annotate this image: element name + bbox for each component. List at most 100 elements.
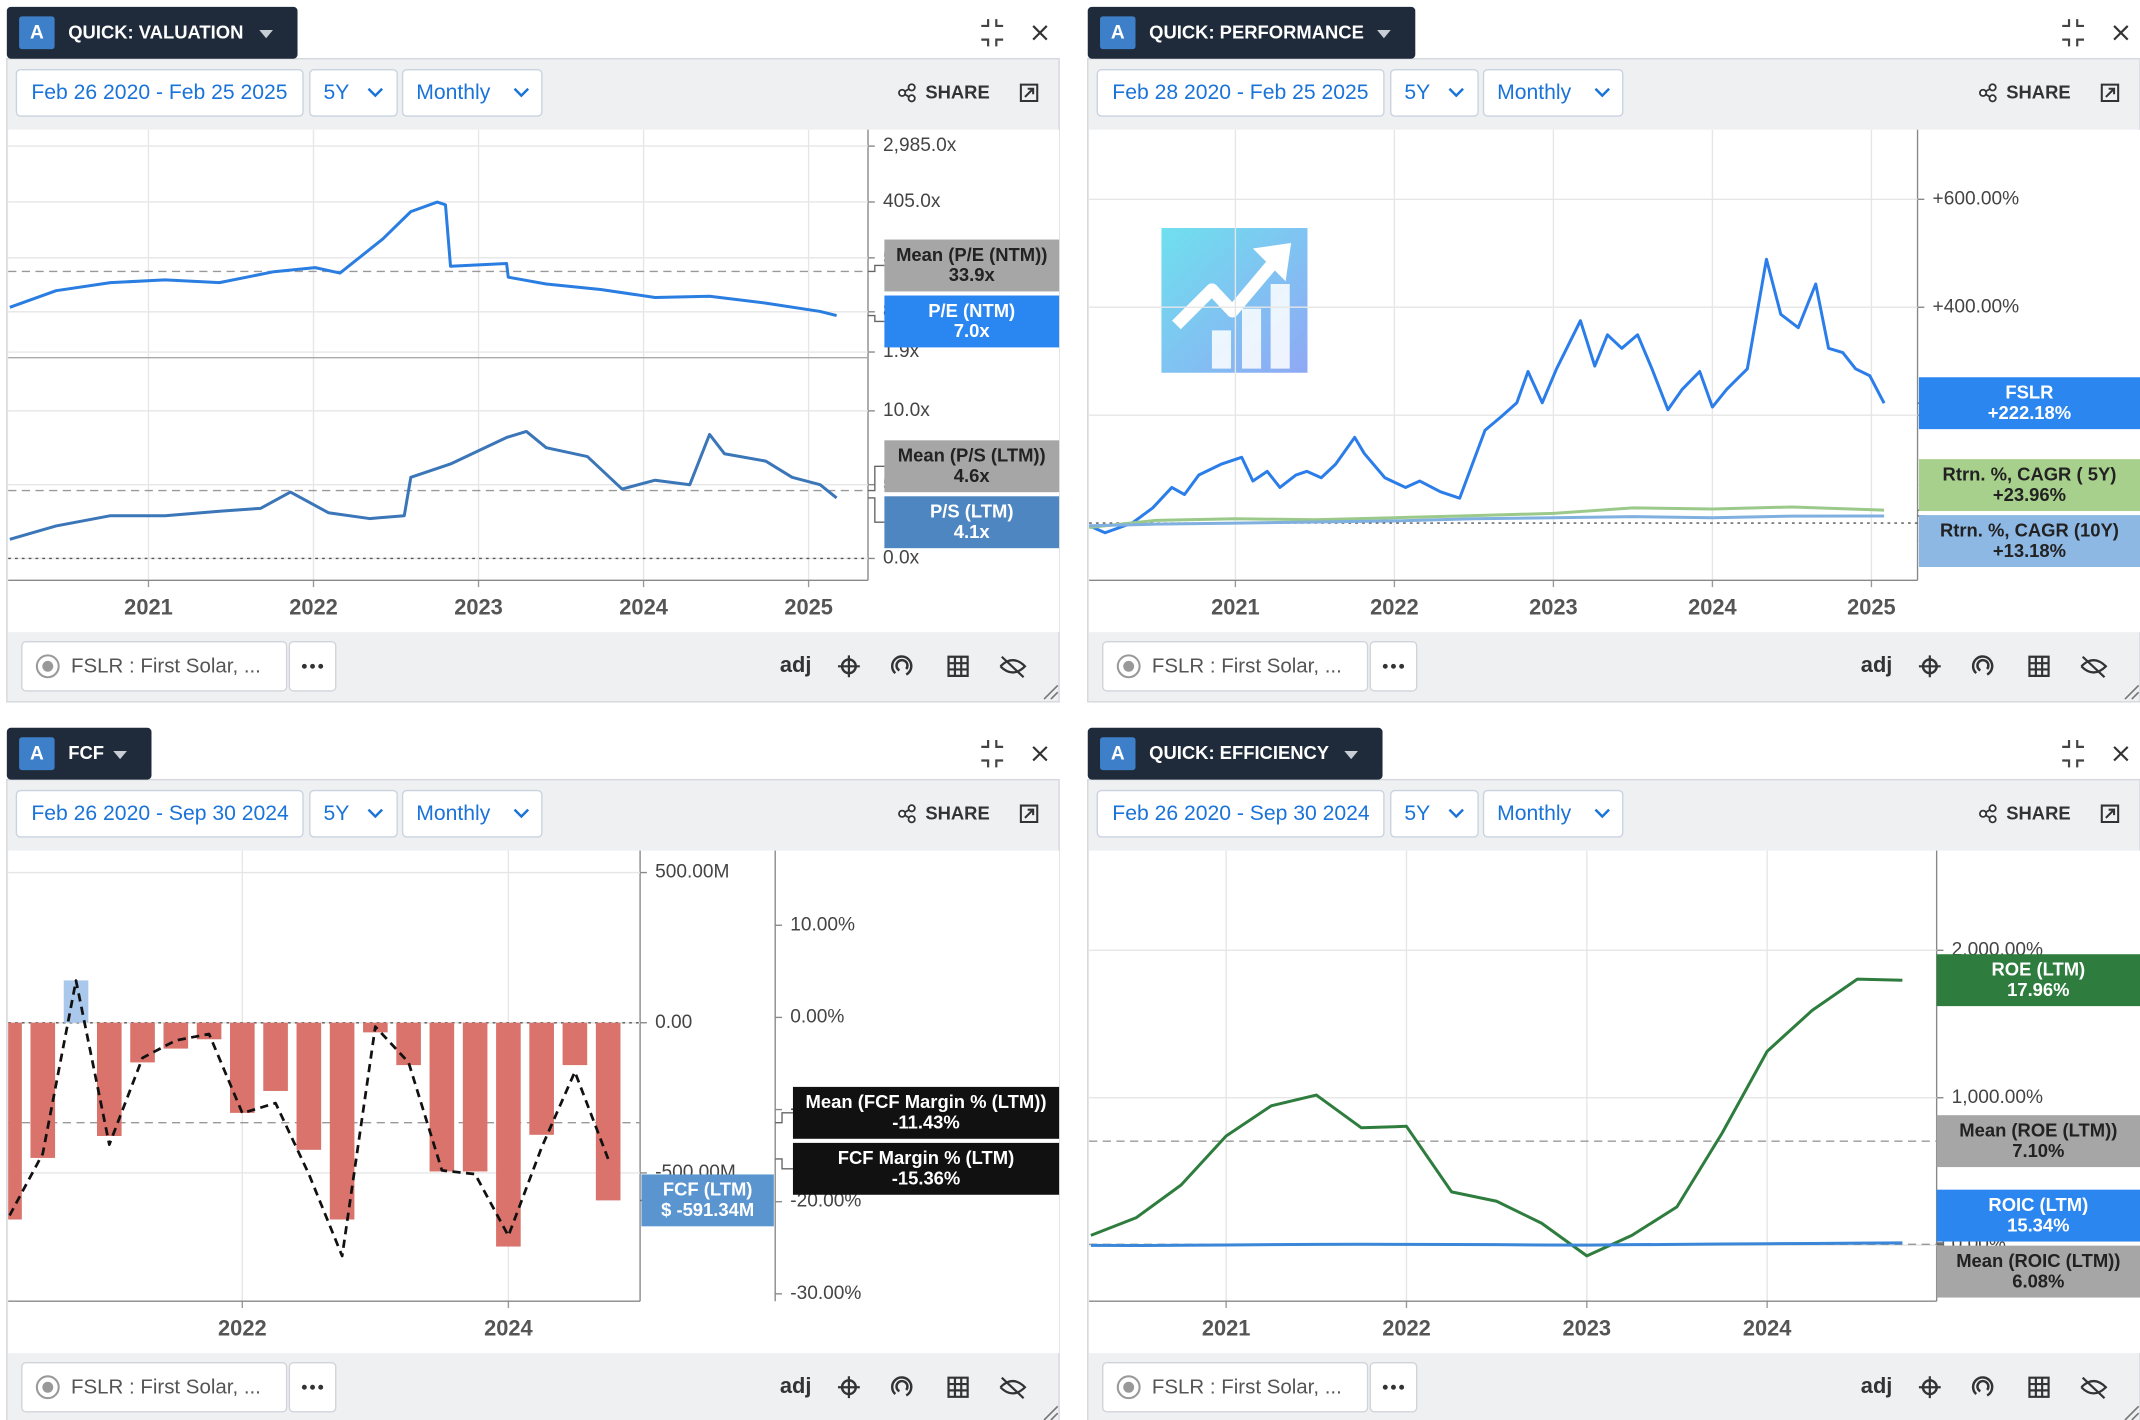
bar xyxy=(263,1022,288,1091)
adj-button[interactable]: adj xyxy=(1861,1373,1893,1398)
badge-text: A xyxy=(1111,22,1125,43)
hide-icon[interactable] xyxy=(999,655,1027,679)
hide-icon[interactable] xyxy=(999,1376,1027,1399)
date-range-box[interactable] xyxy=(1096,68,1385,117)
value-tag xyxy=(884,239,1060,292)
tag-name: FSLR xyxy=(2005,381,2053,402)
tag-name: Mean (P/E (NTM)) xyxy=(896,244,1047,265)
spiral-icon[interactable] xyxy=(1971,655,1994,676)
tag-name: Mean (P/S (LTM)) xyxy=(898,445,1046,466)
tag-value: 6.08% xyxy=(2012,1270,2064,1291)
value-tag xyxy=(1936,1245,2140,1298)
radio xyxy=(35,1375,60,1400)
adj-button[interactable]: adj xyxy=(780,1373,812,1398)
export-icon[interactable] xyxy=(1019,83,1039,103)
ticker-box[interactable] xyxy=(21,1361,288,1413)
crosshair-ring xyxy=(840,1379,857,1396)
resize-handle xyxy=(2124,1405,2140,1420)
tag-name: Mean (ROE (LTM)) xyxy=(1959,1119,2117,1140)
export-icon[interactable] xyxy=(1019,804,1039,823)
grid-icon[interactable] xyxy=(947,1376,969,1398)
collapse-icon[interactable] xyxy=(981,740,1004,768)
period-dropdown[interactable] xyxy=(309,789,398,838)
value-tag xyxy=(1936,1115,2140,1168)
panel-tab[interactable] xyxy=(1087,727,1383,780)
frequency: Monthly xyxy=(416,81,490,104)
tag-connector xyxy=(775,1112,793,1124)
tab-caret[interactable] xyxy=(1377,30,1391,39)
adj-button[interactable]: adj xyxy=(1861,652,1893,677)
share-button[interactable]: SHARE xyxy=(898,802,990,823)
hide-icon[interactable] xyxy=(2080,1376,2108,1399)
chart-logo xyxy=(1161,228,1308,373)
close-icon[interactable] xyxy=(2113,25,2129,41)
x-tick-label: 2023 xyxy=(1529,595,1578,620)
date-range-box[interactable] xyxy=(1096,789,1385,838)
export-icon[interactable] xyxy=(2100,804,2120,823)
collapse-icon[interactable] xyxy=(2062,740,2085,768)
panel-tab[interactable] xyxy=(1087,6,1416,59)
export-icon[interactable] xyxy=(2100,83,2120,103)
value-tag xyxy=(1918,515,2140,568)
y-tick-label: 1,000.00% xyxy=(1952,1087,2043,1108)
share-button[interactable]: SHARE xyxy=(1979,81,2071,103)
date-range-box[interactable] xyxy=(15,789,304,838)
radio xyxy=(1116,654,1141,679)
period-dropdown[interactable] xyxy=(1390,789,1479,838)
close-icon[interactable] xyxy=(1032,746,1048,762)
collapse-icon[interactable] xyxy=(2062,19,2085,47)
tag-value: $ -591.34M xyxy=(661,1199,754,1220)
series-line xyxy=(1090,977,1903,1258)
y-tick-label: 0.00 xyxy=(655,1012,692,1033)
chart: 20212022202320242025+200.00%+400.00%+600… xyxy=(1089,129,2140,620)
chart: 2021 2022 2023 20240.00%1,000.00%2,000.00%R… xyxy=(1089,850,2140,1341)
radio xyxy=(35,654,60,679)
hide-icon[interactable] xyxy=(2080,655,2108,679)
tab-caret[interactable] xyxy=(1344,750,1358,760)
radio xyxy=(1116,1375,1141,1400)
plot xyxy=(1090,977,1903,1258)
ticker-box[interactable] xyxy=(21,641,288,692)
tag-name: Mean (ROIC (LTM)) xyxy=(1956,1250,2120,1271)
value-tag xyxy=(1936,1189,2140,1242)
share-button[interactable]: SHARE xyxy=(1979,802,2071,823)
grid-icon[interactable] xyxy=(947,655,969,677)
spiral-icon[interactable] xyxy=(1971,1376,1994,1397)
period-dropdown[interactable] xyxy=(1390,68,1479,117)
bar xyxy=(196,1022,222,1040)
x-tick-label: 2024 xyxy=(1688,595,1737,620)
panel-tab[interactable] xyxy=(6,6,298,59)
frequency-dropdown[interactable] xyxy=(401,68,543,117)
share-icon-dot xyxy=(1988,94,1997,103)
tag-value: 4.6x xyxy=(954,465,991,486)
panel-title: QUICK: PERFORMANCE xyxy=(1149,21,1364,42)
ticker-box[interactable] xyxy=(1102,1361,1369,1413)
panel-title: FCF xyxy=(68,742,104,763)
frequency-dropdown[interactable] xyxy=(1482,68,1624,117)
collapse-icon[interactable] xyxy=(981,19,1004,47)
frequency-dropdown[interactable] xyxy=(401,789,543,838)
bar xyxy=(329,1022,355,1220)
tab-caret[interactable] xyxy=(113,750,127,760)
spiral-icon[interactable] xyxy=(890,1376,913,1397)
x-tick-label: 2022 xyxy=(289,595,338,620)
spiral-icon[interactable] xyxy=(890,655,913,676)
close-icon[interactable] xyxy=(2113,746,2129,762)
y-tick-label: +400.00% xyxy=(1933,296,2020,317)
plot xyxy=(1089,257,1886,535)
grid-icon[interactable] xyxy=(2028,655,2050,677)
date-range-box[interactable] xyxy=(15,68,304,117)
tag-value: -11.43% xyxy=(892,1112,960,1133)
y-tick-label: 0.0x xyxy=(883,547,920,568)
ticker-box[interactable] xyxy=(1102,641,1369,692)
close-icon[interactable] xyxy=(1032,25,1048,41)
adj-button[interactable]: adj xyxy=(780,652,812,677)
x-tick-label: 2022 xyxy=(1370,595,1419,620)
frequency-dropdown[interactable] xyxy=(1482,789,1624,838)
share-button[interactable]: SHARE xyxy=(898,81,990,102)
period-dropdown[interactable] xyxy=(309,68,398,117)
more-dot xyxy=(301,663,307,669)
tab-caret[interactable] xyxy=(259,30,273,39)
grid-icon[interactable] xyxy=(2028,1376,2050,1398)
x-tick-label: 2021 xyxy=(1211,595,1260,620)
